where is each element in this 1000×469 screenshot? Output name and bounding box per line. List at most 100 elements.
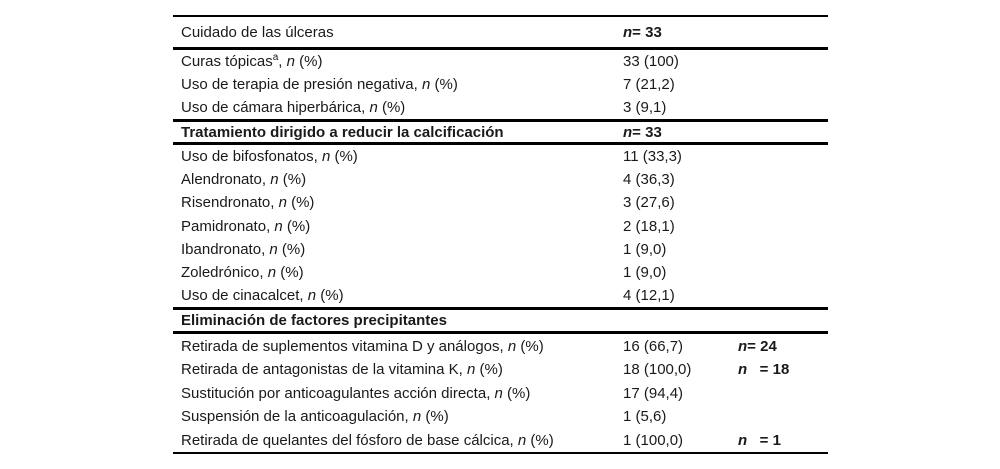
percent-suffix: (%): [502, 385, 531, 401]
percent-suffix: (%): [421, 409, 449, 425]
label-separator: ,: [499, 338, 508, 354]
row-value: 33 (100): [623, 54, 738, 69]
percent-suffix: (%): [294, 54, 323, 69]
table-row: Sustitución por anticoagulantes acción d…: [173, 382, 828, 406]
row-label: Sustitución por anticoagulantes acción d…: [173, 386, 623, 401]
label-separator: ,: [458, 362, 468, 378]
label-text: Uso de bifosfonatos: [181, 149, 314, 165]
extra-n-value: = 24: [747, 337, 777, 355]
value-text: 11 (33,3): [623, 148, 682, 166]
row-label: Curas tópicasa, n (%): [173, 54, 623, 69]
label-text: Curas tópicas: [181, 54, 273, 69]
row-value: 2 (18,1): [623, 219, 738, 234]
table-row: Risendronato, n (%) 3 (27,6): [173, 191, 828, 214]
extra-n-value: = 1: [747, 431, 781, 449]
n-symbol: n: [286, 54, 295, 69]
value-text: 18 (100,0): [623, 361, 692, 379]
percent-suffix: (%): [277, 241, 306, 257]
row-label: Retirada de quelantes del fósforo de bas…: [173, 433, 623, 448]
label-separator: ,: [486, 385, 495, 401]
value-text: = 33: [632, 123, 662, 141]
label-text: Pamidronato: [181, 218, 267, 234]
label-separator: ,: [261, 172, 271, 188]
value-text: = 33: [632, 23, 662, 41]
value-text: 17 (94,4): [623, 384, 684, 402]
row-label: Pamidronato, n (%): [173, 219, 623, 234]
value-text: 2 (18,1): [623, 217, 675, 235]
n-symbol: n: [494, 385, 503, 401]
n-symbol: n: [623, 123, 633, 141]
row-value: 1 (100,0): [623, 433, 738, 448]
label-text: Eliminación de factores precipitantes: [181, 313, 447, 329]
footnote-marker: a: [272, 54, 279, 63]
percent-suffix: (%): [377, 100, 406, 115]
n-symbol: n: [507, 338, 517, 354]
table-row: Pamidronato, n (%) 2 (18,1): [173, 215, 828, 238]
value-text: 4 (12,1): [623, 287, 675, 305]
label-text: Retirada de suplementos vitamina D y aná…: [181, 338, 500, 354]
table-row: Uso de cinacalcet, n (%) 4 (12,1): [173, 284, 828, 307]
value-text: 4 (36,3): [623, 171, 675, 189]
label-separator: ,: [404, 409, 413, 425]
n-symbol: n: [738, 431, 748, 449]
label-text: Retirada de quelantes del fósforo de bas…: [181, 432, 510, 448]
percent-suffix: (%): [430, 77, 458, 92]
n-symbol: n: [738, 337, 748, 355]
table-row: Uso de cámara hiperbárica, n (%) 3 (9,1): [173, 96, 828, 119]
row-value: 4 (12,1): [623, 288, 738, 303]
row-value: 3 (27,6): [623, 195, 738, 210]
value-text: 1 (100,0): [623, 431, 684, 449]
n-symbol: n: [412, 409, 422, 425]
label-text: Cuidado de las úlceras: [181, 24, 334, 40]
label-separator: ,: [266, 218, 275, 234]
row-value: 1 (9,0): [623, 242, 738, 257]
row-label: Retirada de antagonistas de la vitamina …: [173, 362, 623, 377]
row-label: Uso de cámara hiperbárica, n (%): [173, 100, 623, 115]
n-symbol: n: [422, 77, 431, 92]
percent-suffix: (%): [526, 432, 554, 448]
row-extra-n: n= 24: [738, 339, 828, 354]
row-value: n= 33: [623, 25, 738, 40]
label-separator: ,: [299, 288, 308, 304]
table-row: Suspensión de la anticoagulación, n (%) …: [173, 405, 828, 429]
n-symbol: n: [738, 361, 748, 379]
n-symbol: n: [517, 432, 527, 448]
label-separator: ,: [278, 54, 287, 69]
value-text: 1 (9,0): [623, 264, 667, 282]
row-label: Suspensión de la anticoagulación, n (%): [173, 409, 623, 424]
row-value: n= 33: [623, 125, 738, 140]
value-text: 3 (27,6): [623, 194, 675, 212]
table-rule: [173, 142, 828, 145]
value-text: 3 (9,1): [623, 99, 667, 116]
label-text: Zoledrónico: [181, 265, 260, 281]
row-label: Uso de cinacalcet, n (%): [173, 288, 623, 303]
n-symbol: n: [369, 100, 378, 115]
table-row: Uso de terapia de presión negativa, n (%…: [173, 73, 828, 96]
n-symbol: n: [623, 23, 633, 41]
row-value: 18 (100,0): [623, 362, 738, 377]
row-value: 3 (9,1): [623, 100, 738, 115]
table-rule: [173, 331, 828, 335]
table-row: Retirada de antagonistas de la vitamina …: [173, 358, 828, 382]
percent-suffix: (%): [282, 218, 311, 234]
table-row: Uso de bifosfonatos, n (%) 11 (33,3): [173, 145, 828, 168]
table-section-row: Tratamiento dirigido a reducir la calcif…: [173, 122, 828, 142]
label-text: Sustitución por anticoagulantes acción d…: [181, 385, 487, 401]
row-label: Risendronato, n (%): [173, 195, 623, 210]
row-value: 16 (66,7): [623, 339, 738, 354]
label-text: Uso de cinacalcet: [181, 288, 300, 304]
table-row: Curas tópicasa, n (%) 33 (100): [173, 50, 828, 73]
row-label: Ibandronato, n (%): [173, 242, 623, 257]
n-symbol: n: [274, 218, 283, 234]
n-symbol: n: [270, 172, 279, 188]
row-value: 1 (5,6): [623, 409, 738, 424]
row-value: 4 (36,3): [623, 172, 738, 187]
row-value: 11 (33,3): [623, 149, 738, 164]
row-value: 17 (94,4): [623, 386, 738, 401]
n-symbol: n: [467, 362, 476, 378]
n-symbol: n: [321, 149, 331, 165]
value-text: 33 (100): [623, 53, 679, 70]
table-rule: [173, 119, 828, 122]
row-label: Cuidado de las úlceras: [173, 25, 623, 40]
label-separator: ,: [313, 149, 322, 165]
